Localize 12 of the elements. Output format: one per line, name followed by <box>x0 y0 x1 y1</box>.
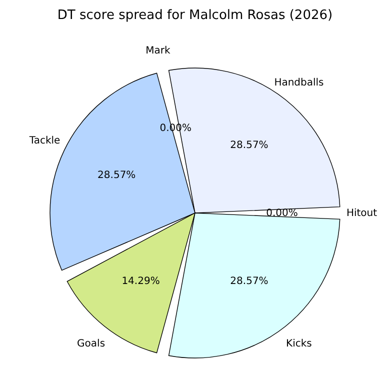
text: 0.00% <box>266 208 298 219</box>
slice-label: Handballs <box>274 78 324 89</box>
slice-label: Tackle <box>28 136 60 147</box>
data-label: 28.57% <box>230 276 268 288</box>
data-label: 14.29% <box>122 276 160 288</box>
slice-label: Goals <box>77 338 106 350</box>
data-label: 28.57% <box>230 140 268 151</box>
chart-title: DT score spread for Malcolm Rosas (2026) <box>57 8 333 23</box>
category-label: Hitout <box>346 208 378 219</box>
category-label: Mark <box>146 45 170 56</box>
data-label: 28.57% <box>98 170 136 182</box>
slice-label: Kicks <box>286 338 312 350</box>
